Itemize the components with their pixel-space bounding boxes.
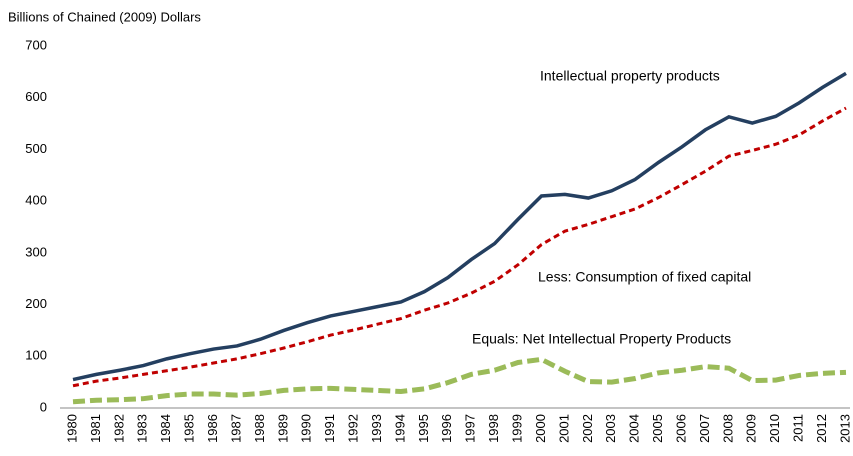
series-label: Less: Consumption of fixed capital	[538, 269, 751, 285]
x-tick-label: 2004	[627, 414, 642, 443]
y-tick-label: 600	[25, 89, 47, 104]
x-tick-label: 1995	[416, 414, 431, 443]
series-label: Equals: Net Intellectual Property Produc…	[472, 331, 731, 347]
y-tick-label: 0	[40, 399, 47, 414]
x-tick-label: 1984	[158, 414, 173, 443]
x-tick-label: 1980	[64, 414, 79, 443]
x-tick-label: 1981	[88, 414, 103, 443]
x-tick-label: 2010	[767, 414, 782, 443]
series-line	[72, 106, 847, 388]
series-line	[72, 71, 847, 382]
x-tick-label: 2000	[533, 414, 548, 443]
x-tick-label: 2013	[837, 414, 852, 443]
x-tick-label: 1996	[439, 414, 454, 443]
x-tick-label: 2002	[580, 414, 595, 443]
x-tick-label: 1998	[486, 414, 501, 443]
x-tick-label: 1987	[228, 414, 243, 443]
x-tick-label: 2007	[697, 414, 712, 443]
y-tick-label: 700	[25, 37, 47, 52]
y-tick-label: 400	[25, 193, 47, 208]
x-tick-label: 2005	[650, 414, 665, 443]
x-tick-label: 2006	[673, 414, 688, 443]
x-tick-label: 1990	[299, 414, 314, 443]
x-tick-label: 1983	[135, 414, 150, 443]
x-tick-label: 2011	[791, 414, 806, 442]
x-tick-label: 1991	[322, 414, 337, 443]
x-tick-label: 2003	[603, 414, 618, 443]
x-tick-label: 1994	[392, 414, 407, 443]
x-tick-label: 1992	[346, 414, 361, 443]
x-tick-label: 1997	[463, 414, 478, 443]
series-line	[72, 356, 847, 405]
x-tick-label: 1986	[205, 414, 220, 443]
y-tick-label: 100	[25, 348, 47, 363]
x-tick-label: 1982	[111, 414, 126, 443]
x-tick-label: 2009	[744, 414, 759, 443]
x-tick-label: 1985	[182, 414, 197, 443]
y-axis-label: Billions of Chained (2009) Dollars	[8, 9, 201, 24]
series-label: Intellectual property products	[540, 68, 720, 84]
x-tick-label: 1999	[509, 414, 524, 443]
x-tick-label: 1988	[252, 414, 267, 443]
x-tick-label: 1989	[275, 414, 290, 443]
y-tick-label: 200	[25, 296, 47, 311]
x-tick-label: 1993	[369, 414, 384, 443]
y-tick-label: 300	[25, 244, 47, 259]
x-tick-label: 2012	[814, 414, 829, 443]
x-tick-label: 2001	[556, 414, 571, 443]
y-tick-label: 500	[25, 141, 47, 156]
x-tick-label: 2008	[720, 414, 735, 443]
